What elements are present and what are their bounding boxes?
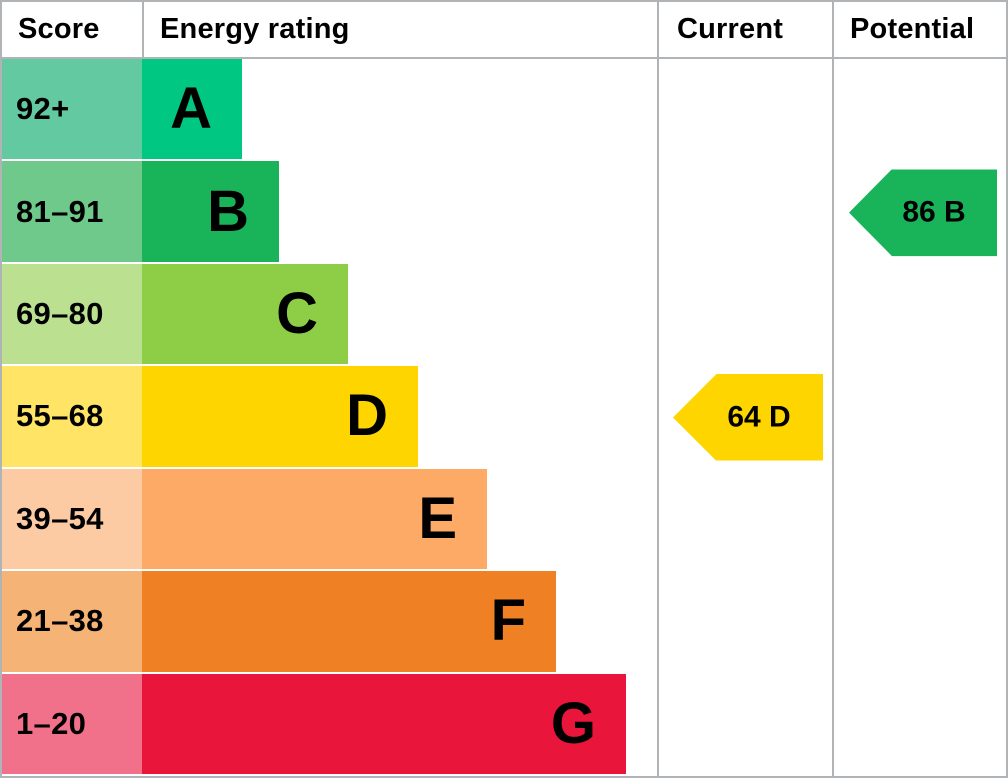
band-bar-a: A <box>142 59 242 160</box>
band-row-e: 39–54 E <box>2 468 1006 571</box>
score-range-label: 1–20 <box>16 705 87 741</box>
band-letter: A <box>170 76 212 142</box>
potential-column-divider <box>832 2 834 776</box>
score-range-label: 55–68 <box>16 398 104 434</box>
band-bar-f: F <box>142 571 556 672</box>
score-range-cell: 69–80 <box>2 263 142 365</box>
current-column-divider <box>657 2 659 776</box>
score-range-label: 21–38 <box>16 603 104 639</box>
band-letter: E <box>418 485 457 551</box>
score-range-cell: 39–54 <box>2 468 142 570</box>
energy-rating-column-header: Energy rating <box>160 13 350 45</box>
band-letter: D <box>346 383 388 449</box>
band-bar-g: G <box>142 673 626 774</box>
band-letter: G <box>550 690 596 756</box>
band-row-d: 55–68 D 64 D <box>2 366 1006 468</box>
bands-area: 92+ A 81–91 B 86 B 69–80 C <box>2 59 1006 776</box>
score-range-cell: 92+ <box>2 59 142 160</box>
band-bar-c: C <box>142 263 348 365</box>
band-bar-e: E <box>142 468 487 570</box>
score-range-cell: 81–91 <box>2 161 142 262</box>
potential-rating-label: 86 B <box>902 195 966 229</box>
score-column-divider <box>142 2 144 57</box>
current-column-header: Current <box>677 13 784 45</box>
score-range-cell: 21–38 <box>2 571 142 672</box>
score-range-label: 69–80 <box>16 296 104 332</box>
band-bar-d: D <box>142 366 418 467</box>
score-column-header: Score <box>18 13 100 45</box>
score-range-label: 92+ <box>16 91 70 127</box>
band-row-c: 69–80 C <box>2 263 1006 366</box>
band-row-a: 92+ A <box>2 59 1006 161</box>
score-range-cell: 55–68 <box>2 366 142 467</box>
current-rating-label: 64 D <box>727 400 791 434</box>
potential-rating-arrow: 86 B <box>849 169 997 257</box>
score-range-cell: 1–20 <box>2 673 142 774</box>
band-letter: B <box>207 178 249 244</box>
score-range-label: 81–91 <box>16 193 104 229</box>
current-rating-arrow: 64 D <box>673 373 823 461</box>
table-header: Score Energy rating Current Potential <box>2 2 1006 59</box>
band-letter: C <box>276 281 318 347</box>
band-row-f: 21–38 F <box>2 571 1006 673</box>
band-letter: F <box>490 588 526 654</box>
band-row-b: 81–91 B 86 B <box>2 161 1006 263</box>
band-row-g: 1–20 G <box>2 673 1006 776</box>
potential-column-header: Potential <box>850 13 975 45</box>
band-bar-b: B <box>142 161 279 262</box>
score-range-label: 39–54 <box>16 500 104 536</box>
